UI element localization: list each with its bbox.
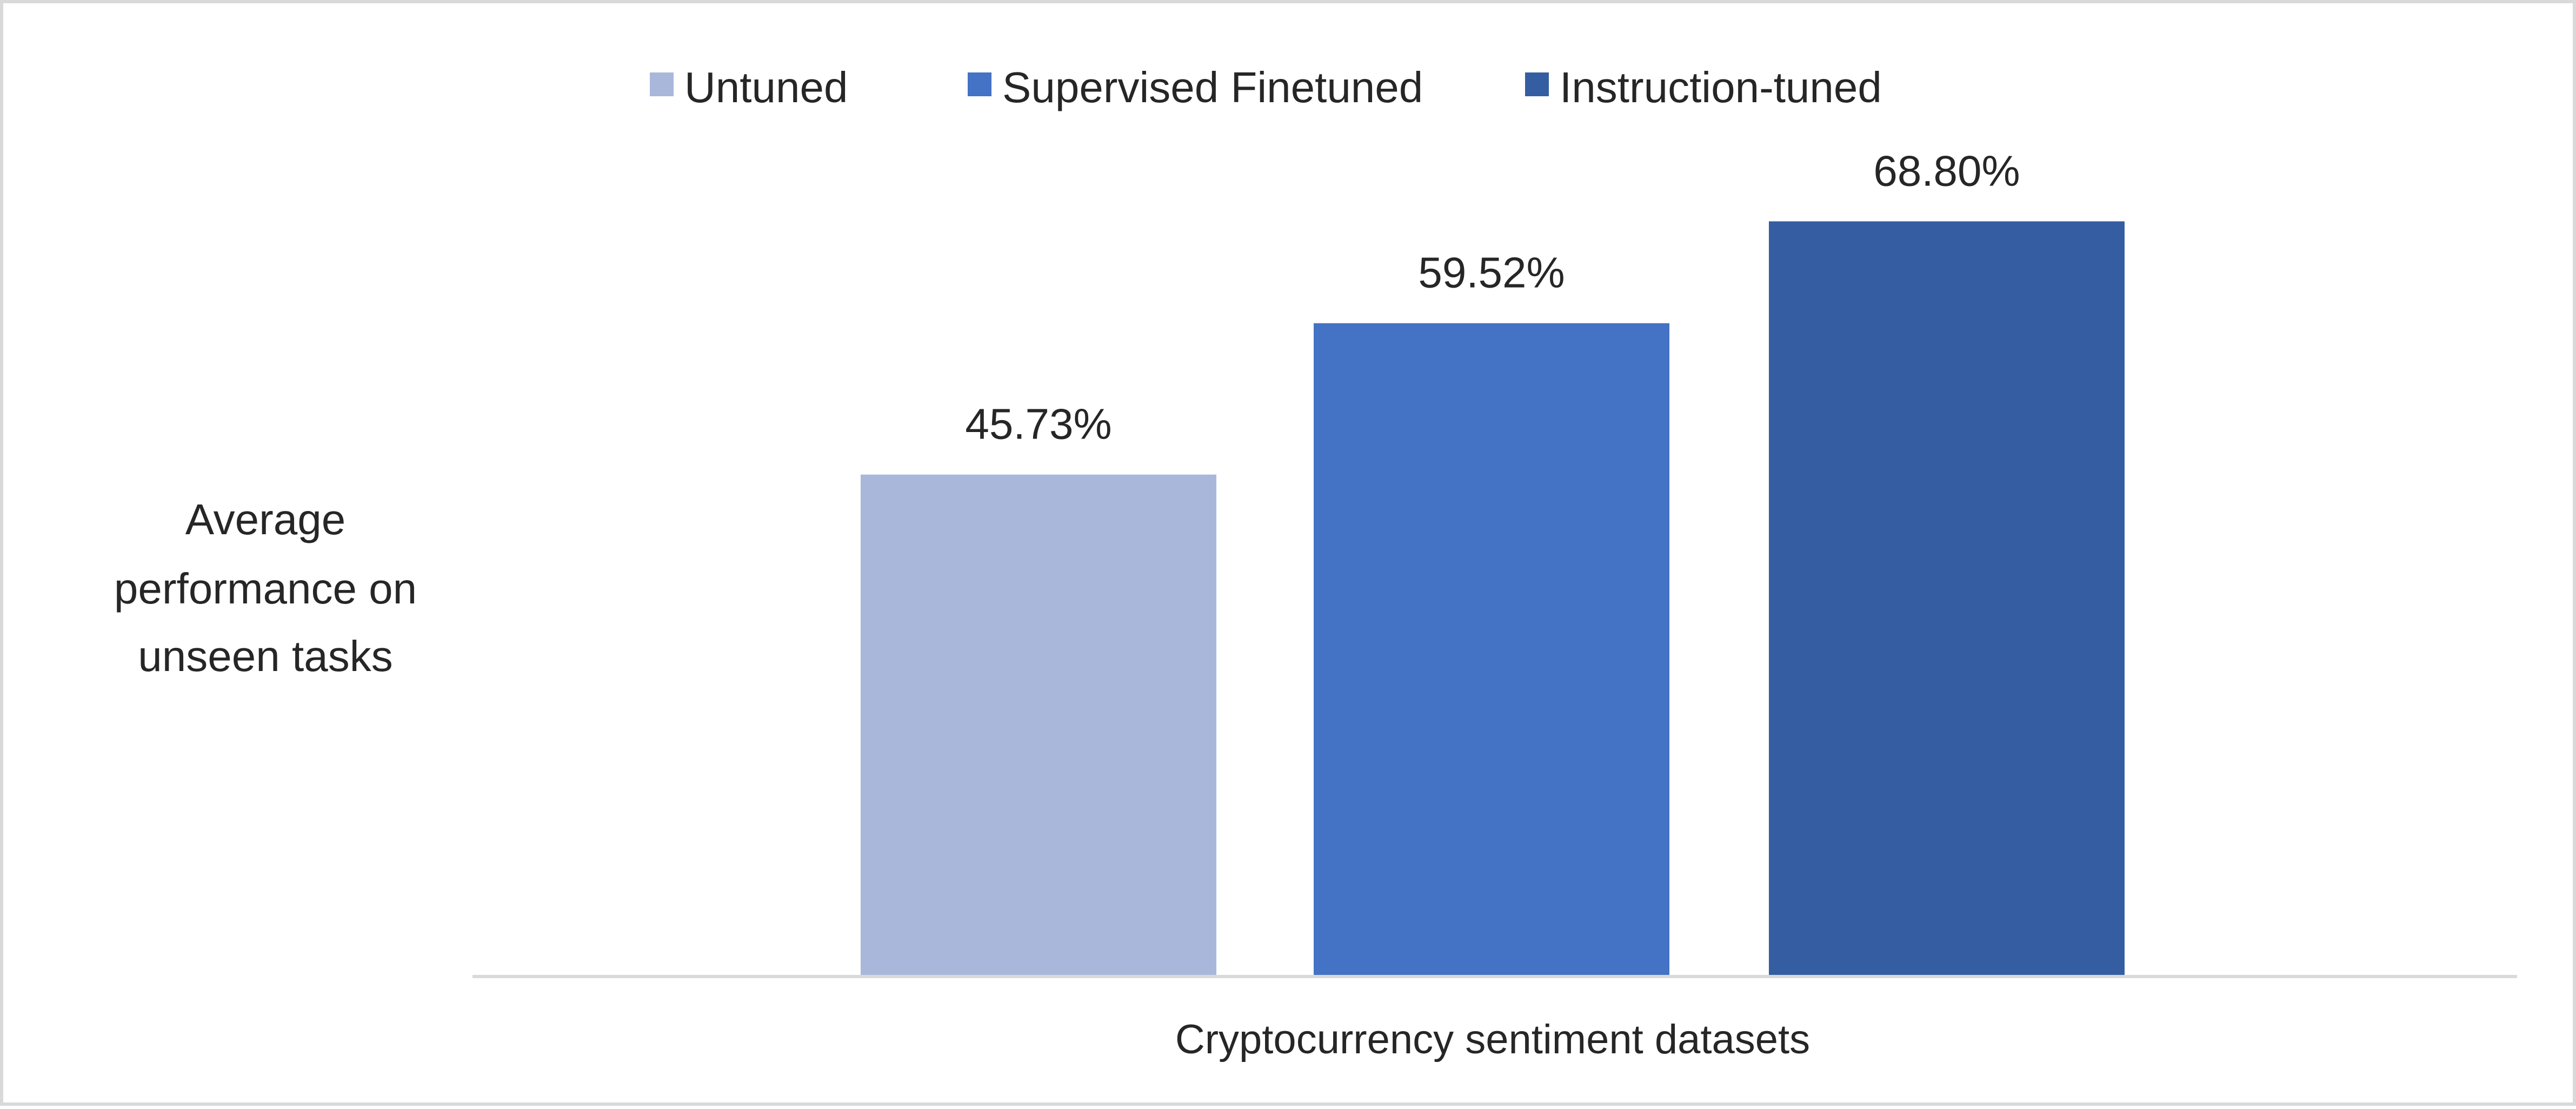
y-axis-title: Average performance on unseen tasks	[114, 495, 417, 680]
data-label-instruction-tuned: 68.80%	[1873, 147, 2020, 195]
legend-label-supervised-finetuned: Supervised Finetuned	[1002, 63, 1423, 111]
legend-label-instruction-tuned: Instruction-tuned	[1560, 63, 1882, 111]
bar-group	[861, 221, 2125, 977]
legend-swatch-instruction-tuned	[1525, 72, 1549, 96]
bar-untuned	[861, 474, 1216, 977]
y-axis-title-line-2: performance on	[114, 565, 417, 613]
y-axis-title-line-1: Average	[185, 495, 346, 543]
y-axis-title-line-3: unseen tasks	[138, 632, 392, 680]
bar-instruction-tuned	[1769, 221, 2125, 977]
legend-swatch-supervised-finetuned	[968, 72, 991, 96]
bar-chart: Untuned Supervised Finetuned Instruction-t…	[114, 63, 2517, 1062]
data-label-supervised-finetuned: 59.52%	[1418, 249, 1565, 297]
legend-swatch-untuned	[650, 72, 674, 96]
data-label-group: 45.73% 59.52% 68.80%	[965, 147, 2020, 448]
x-axis-category-label: Cryptocurrency sentiment datasets	[1175, 1017, 1810, 1062]
bar-supervised-finetuned	[1314, 323, 1669, 977]
legend: Untuned Supervised Finetuned Instruction-t…	[650, 63, 1882, 111]
legend-label-untuned: Untuned	[684, 63, 848, 111]
data-label-untuned: 45.73%	[965, 400, 1111, 448]
